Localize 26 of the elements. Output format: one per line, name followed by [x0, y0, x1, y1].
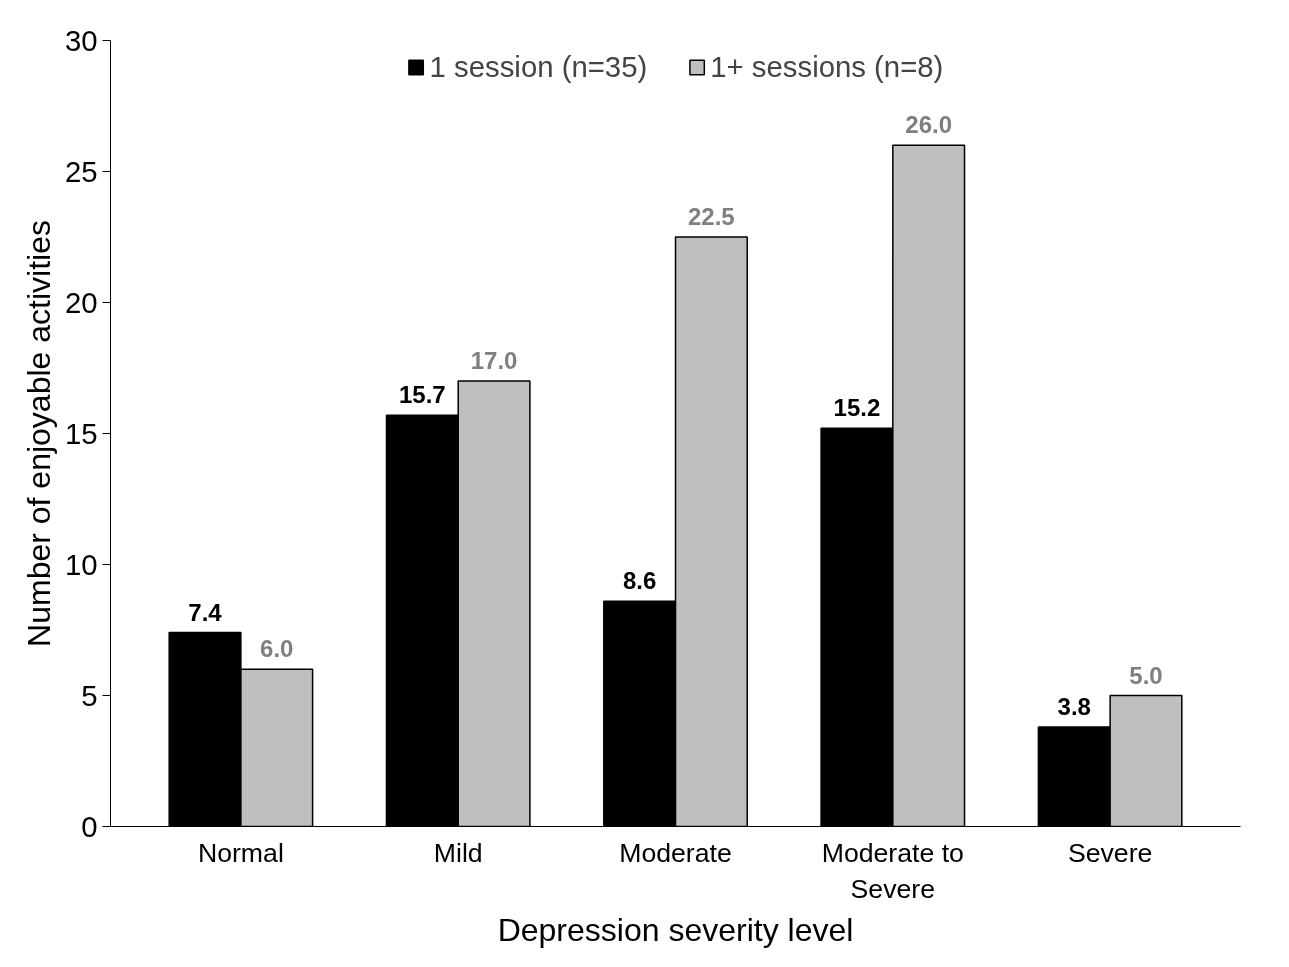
legend-label: 1+ sessions (n=8) [710, 50, 944, 84]
data-label: 6.0 [260, 635, 294, 663]
data-label: 22.5 [688, 203, 735, 230]
y-axis-title: Number of enjoyable activities [20, 220, 57, 647]
x-tick-label: Moderate to Severe [821, 837, 964, 904]
x-tick-label: Severe [1067, 837, 1153, 868]
legend-label: 1 session (n=35) [429, 50, 648, 84]
y-tick-label: 15 [64, 416, 98, 450]
data-label: 5.0 [1129, 661, 1163, 689]
x-tick-label: Normal [197, 837, 284, 868]
data-label: 15.7 [398, 381, 446, 409]
data-label: 8.6 [622, 567, 657, 595]
data-label: 3.8 [1057, 692, 1091, 720]
data-label: 26.0 [905, 111, 953, 139]
x-tick-label: Moderate [619, 837, 732, 868]
y-tick-label: 30 [64, 23, 98, 57]
data-label: 15.2 [833, 394, 881, 422]
y-tick-label: 0 [81, 809, 98, 843]
x-axis-title: Depression severity level [497, 911, 854, 948]
data-label: 17.0 [470, 347, 518, 375]
x-tick-label: Mild [433, 837, 483, 868]
y-tick-label: 10 [64, 547, 98, 581]
y-tick-label: 5 [81, 678, 98, 712]
data-label: 7.4 [188, 598, 223, 626]
y-tick-label: 20 [64, 285, 98, 319]
y-tick-label: 25 [64, 154, 98, 188]
